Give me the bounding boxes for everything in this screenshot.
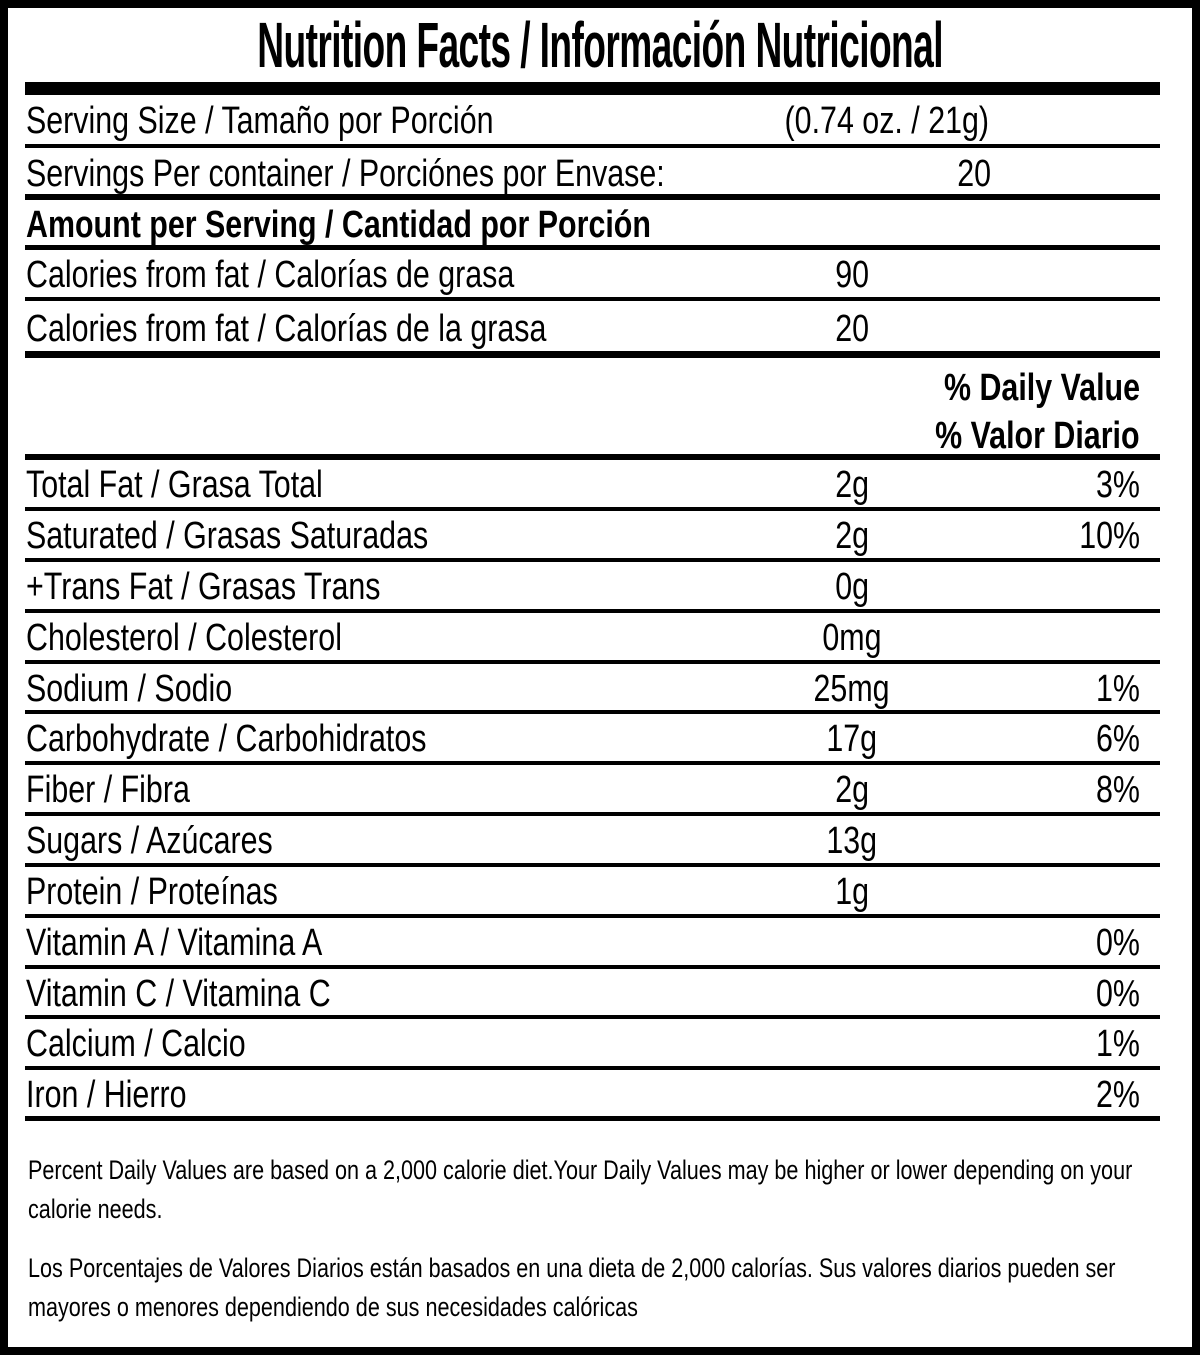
nutrient-dv: 8% xyxy=(1096,769,1140,812)
nutrient-amount: 1g xyxy=(835,870,869,913)
nutrient-amount: 25mg xyxy=(813,667,891,710)
servings-per-container-label: Servings Per container / Porciónes por E… xyxy=(26,152,665,195)
nutrient-dv: 1% xyxy=(1096,667,1140,710)
nutrient-label: Calcium / Calcio xyxy=(26,1023,246,1066)
nutrient-label: Vitamin A / Vitamina A xyxy=(26,921,323,964)
serving-size-row: Serving Size / Tamaño por Porción (0.74 … xyxy=(8,95,1192,149)
nutrient-label: Total Fat / Grasa Total xyxy=(26,464,323,507)
nutrient-label: Iron / Hierro xyxy=(26,1074,187,1117)
nutrient-amount: 2g xyxy=(835,515,869,558)
calories-row-1: Calories from fat / Calorías de grasa 90 xyxy=(8,250,1192,302)
title-divider-bar xyxy=(25,82,1160,95)
nutrient-dv: 1% xyxy=(1096,1023,1140,1066)
nutrient-dv: 3% xyxy=(1096,464,1140,507)
nutrient-amount xyxy=(702,922,1002,965)
nutrient-dv: 0% xyxy=(1096,921,1140,964)
daily-value-header: % Daily Value % Valor Diario xyxy=(8,358,1192,461)
nutrient-row-vitamin-a: Vitamin A / Vitamina A 0% xyxy=(8,918,1192,969)
label-header: Nutrition Facts / Información Nutriciona… xyxy=(8,8,1192,82)
serving-size-value: (0.74 oz. / 21g) xyxy=(784,99,990,142)
nutrient-amount xyxy=(702,973,1002,1016)
nutrient-amount xyxy=(702,1023,1002,1066)
nutrient-amount: 13g xyxy=(826,820,878,863)
calories-label: Calories from fat / Calorías de grasa xyxy=(26,253,515,296)
calories-value: 90 xyxy=(835,253,869,296)
nutrient-label: Protein / Proteínas xyxy=(26,870,278,913)
nutrient-dv xyxy=(1002,566,1192,609)
nutrient-amount: 2g xyxy=(835,769,869,812)
nutrient-amount xyxy=(702,1074,1002,1117)
nutrient-dv xyxy=(1002,617,1192,660)
nutrient-row-fiber: Fiber / Fibra 2g 8% xyxy=(8,765,1192,816)
amount-per-serving-header: Amount per Serving / Cantidad por Porció… xyxy=(26,203,651,246)
calories-from-fat-value: 20 xyxy=(835,308,869,351)
serving-size-label: Serving Size / Tamaño por Porción xyxy=(26,99,494,142)
nutrient-dv xyxy=(1002,871,1192,914)
servings-per-container-row: Servings Per container / Porciónes por E… xyxy=(8,148,1192,201)
nutrient-row-vitamin-c: Vitamin C / Vitamina C 0% xyxy=(8,969,1192,1020)
calories-row-2: Calories from fat / Calorías de la grasa… xyxy=(8,301,1192,359)
nutrient-label: +Trans Fat / Grasas Trans xyxy=(26,565,381,608)
page-title: Nutrition Facts / Información Nutriciona… xyxy=(257,9,943,81)
nutrient-amount: 0g xyxy=(835,565,869,608)
nutrient-row-carbohydrate: Carbohydrate / Carbohidratos 17g 6% xyxy=(8,714,1192,766)
nutrient-row-iron: Iron / Hierro 2% xyxy=(8,1070,1192,1121)
calories-from-fat-label: Calories from fat / Calorías de la grasa xyxy=(26,308,547,351)
amount-per-serving-header-row: Amount per Serving / Cantidad por Porció… xyxy=(8,200,1192,251)
nutrient-label: Saturated / Grasas Saturadas xyxy=(26,515,429,558)
footnote-english: Percent Daily Values are based on a 2,00… xyxy=(28,1155,1133,1225)
nutrient-label: Sugars / Azúcares xyxy=(26,820,273,863)
nutrient-label: Vitamin C / Vitamina C xyxy=(26,972,331,1015)
daily-value-header-en: % Daily Value xyxy=(943,367,1140,410)
nutrient-row-saturated-fat: Saturated / Grasas Saturadas 2g 10% xyxy=(8,511,1192,562)
nutrient-label: Carbohydrate / Carbohidratos xyxy=(26,718,427,761)
nutrient-label: Sodium / Sodio xyxy=(26,667,233,710)
nutrient-dv: 2% xyxy=(1096,1074,1140,1117)
nutrient-dv: 6% xyxy=(1096,718,1140,761)
daily-value-header-es: % Valor Diario xyxy=(935,415,1140,458)
nutrient-dv: 10% xyxy=(1079,515,1140,558)
nutrient-label: Fiber / Fibra xyxy=(26,769,190,812)
nutrient-row-protein: Protein / Proteínas 1g xyxy=(8,867,1192,918)
nutrient-dv xyxy=(1002,820,1192,863)
nutrient-row-trans-fat: +Trans Fat / Grasas Trans 0g xyxy=(8,562,1192,613)
nutrient-row-cholesterol: Cholesterol / Colesterol 0mg xyxy=(8,613,1192,664)
nutrient-amount: 2g xyxy=(835,464,869,507)
nutrient-row-calcium: Calcium / Calcio 1% xyxy=(8,1019,1192,1071)
servings-per-container-value: 20 xyxy=(957,152,992,195)
nutrient-dv: 0% xyxy=(1096,972,1140,1015)
footnotes-section: Percent Daily Values are based on a 2,00… xyxy=(8,1121,1192,1347)
footnote-spanish: Los Porcentajes de Valores Diarios están… xyxy=(28,1253,1116,1323)
nutrient-amount: 17g xyxy=(826,718,878,761)
nutrient-label: Cholesterol / Colesterol xyxy=(26,616,342,659)
nutrient-row-sugars: Sugars / Azúcares 13g xyxy=(8,816,1192,867)
nutrient-amount: 0mg xyxy=(822,616,882,659)
nutrient-row-total-fat: Total Fat / Grasa Total 2g 3% xyxy=(8,460,1192,511)
nutrient-row-sodium: Sodium / Sodio 25mg 1% xyxy=(8,664,1192,715)
